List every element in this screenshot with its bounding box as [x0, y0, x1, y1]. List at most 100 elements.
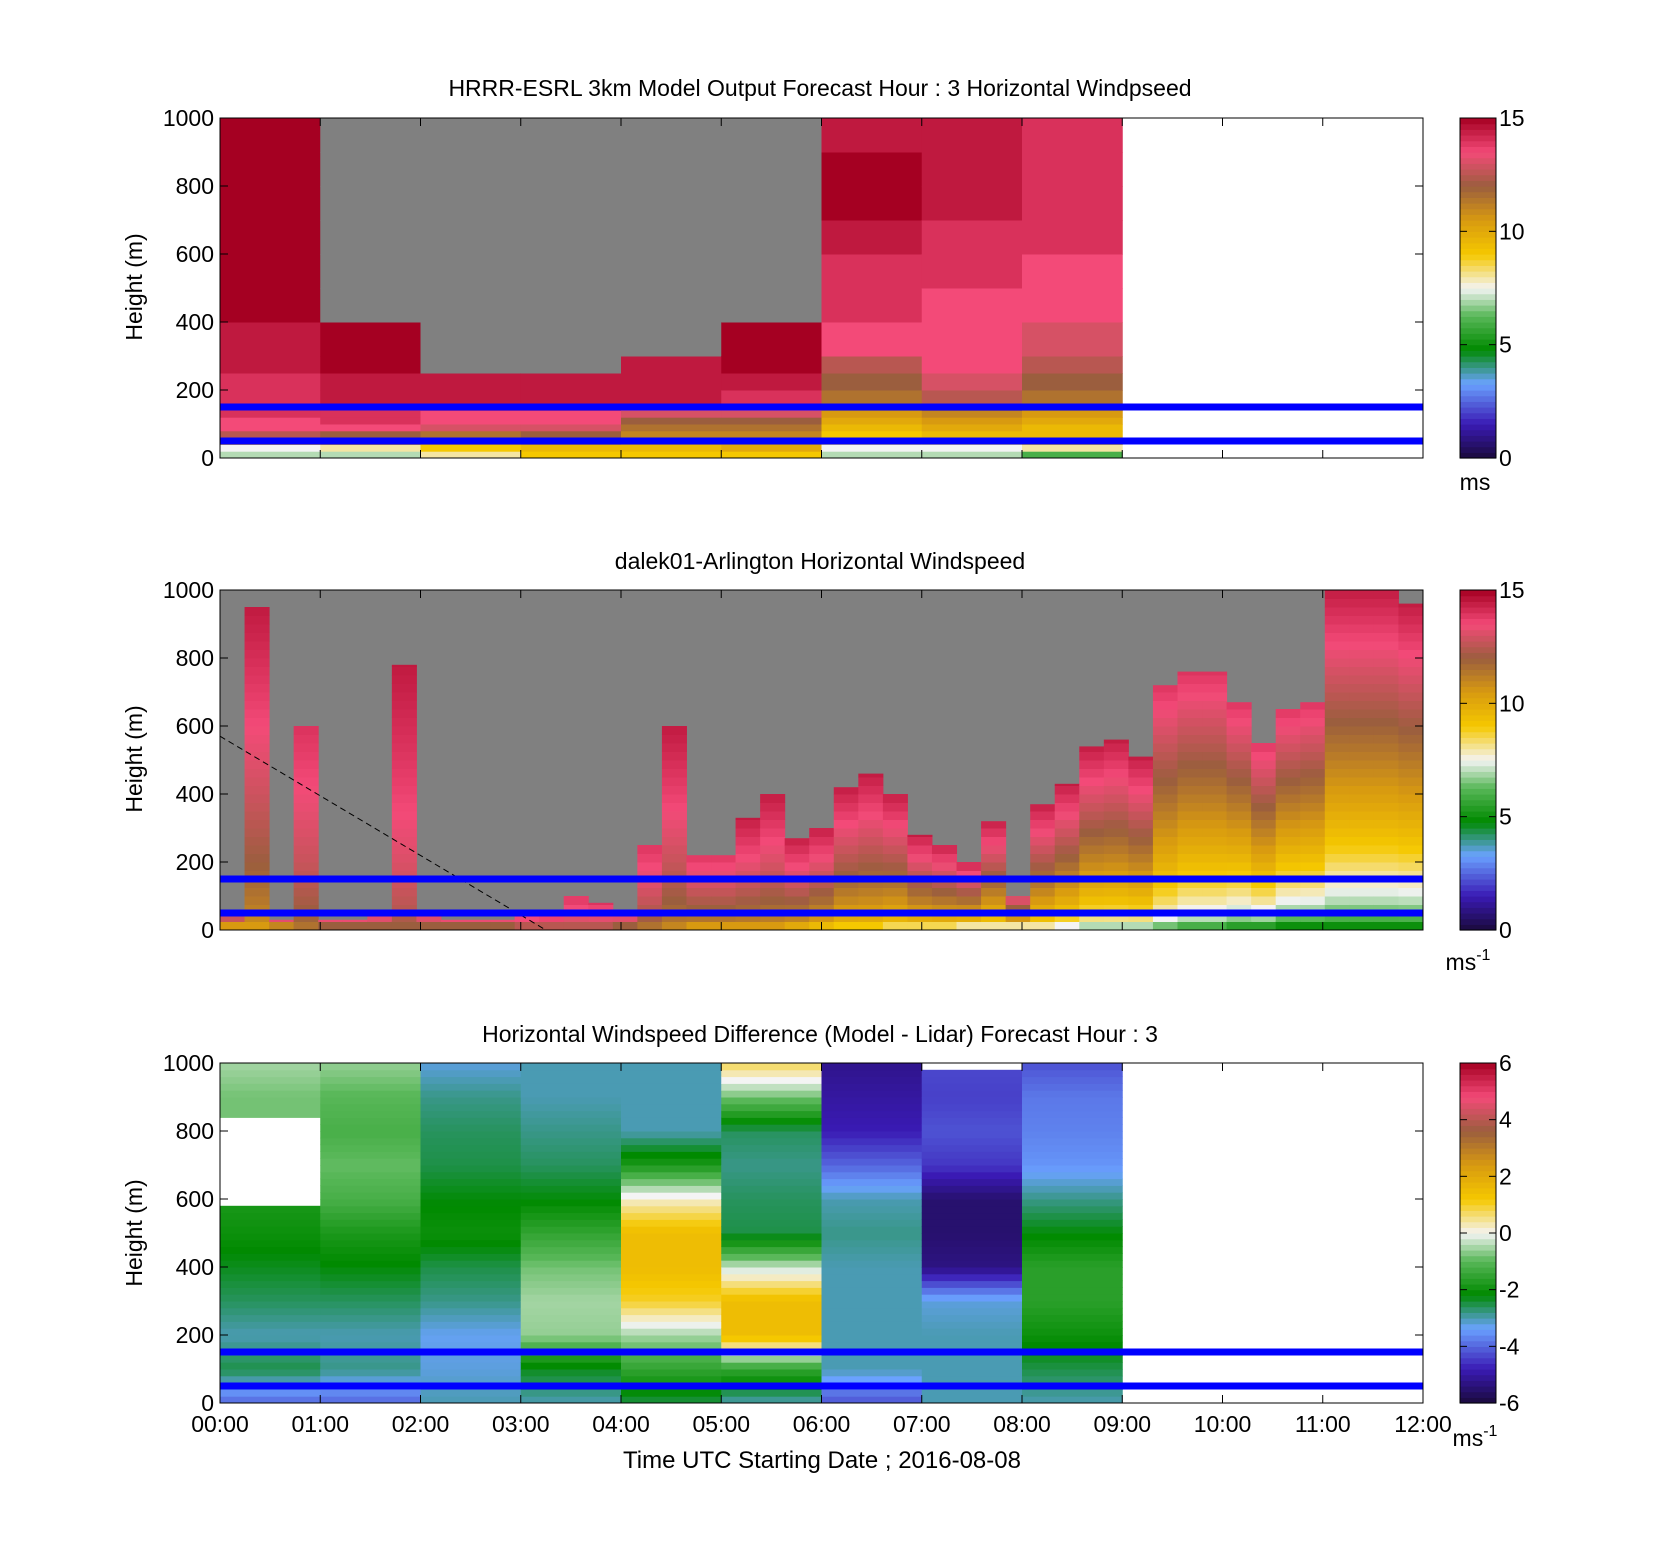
colorbar-swatch — [1460, 1097, 1496, 1104]
heatmap-cell — [1324, 692, 1350, 701]
heatmap-cell — [661, 819, 687, 829]
heatmap-cell — [1373, 896, 1399, 905]
heatmap-cell — [520, 410, 622, 418]
colorbar-swatch — [1460, 1267, 1496, 1274]
heatmap-cell — [1324, 675, 1350, 684]
heatmap-cell — [760, 853, 786, 863]
heatmap-cell — [1177, 853, 1203, 863]
heatmap-cell — [821, 220, 923, 255]
x-tick-label: 00:00 — [191, 1411, 249, 1437]
heatmap-cell — [711, 887, 737, 897]
heatmap-cell — [1275, 913, 1301, 922]
heatmap-cell — [821, 1307, 923, 1316]
y-tick-label: 600 — [176, 1186, 214, 1212]
heatmap-cell — [1152, 734, 1178, 744]
heatmap-cell — [420, 1369, 522, 1377]
heatmap-cell — [1030, 862, 1056, 871]
heatmap-cell — [1373, 700, 1399, 710]
heatmap-cell — [821, 424, 923, 432]
heatmap-cell — [420, 1219, 522, 1227]
heatmap-cell — [721, 1171, 822, 1180]
heatmap-cell — [1398, 683, 1424, 693]
colorbar-swatch — [1460, 641, 1496, 648]
heatmap-cell — [1079, 828, 1105, 837]
heatmap-cell — [621, 1205, 722, 1214]
heatmap-cell — [1324, 768, 1350, 778]
heatmap-cell — [391, 768, 417, 778]
heatmap-cell — [1226, 777, 1252, 786]
heatmap-cell — [661, 811, 687, 820]
heatmap-cell — [391, 709, 417, 718]
heatmap-cell — [1349, 879, 1375, 888]
heatmap-cell — [1022, 1273, 1123, 1282]
heatmap-cell — [882, 828, 908, 837]
heatmap-cell — [882, 853, 908, 863]
colorbar-swatch — [1460, 429, 1496, 436]
colorbar-swatch — [1460, 310, 1496, 317]
heatmap-cell — [921, 1233, 1023, 1241]
heatmap-cell — [1398, 879, 1424, 888]
heatmap-cell — [1079, 760, 1105, 769]
heatmap-cell — [921, 1287, 1023, 1295]
heatmap-cell — [907, 870, 933, 880]
heatmap-cell — [1324, 590, 1350, 599]
heatmap-cell — [821, 152, 923, 187]
heatmap-cell — [1079, 887, 1105, 897]
heatmap-cell — [809, 836, 835, 846]
heatmap-cell — [244, 717, 270, 727]
heatmap-cell — [1398, 641, 1424, 650]
colorbar-swatch — [1460, 1391, 1496, 1398]
heatmap-cell — [1054, 921, 1080, 931]
heatmap-cell — [520, 1267, 622, 1275]
heatmap-cell — [821, 417, 923, 425]
heatmap-cell — [320, 1273, 421, 1282]
heatmap-cell — [621, 1165, 722, 1173]
heatmap-cell — [420, 356, 522, 374]
heatmap-cell — [1349, 590, 1375, 599]
heatmap-cell — [931, 913, 958, 922]
colorbar-swatch — [1460, 1063, 1496, 1070]
colorbar-swatch — [1460, 1295, 1496, 1302]
colorbar-swatch — [1460, 828, 1496, 835]
heatmap-cell — [1324, 853, 1350, 863]
heatmap-cell — [1177, 743, 1203, 752]
heatmap-cell — [821, 1110, 923, 1118]
heatmap-cell — [1398, 828, 1424, 837]
heatmap-cell — [1349, 624, 1375, 633]
heatmap-cell — [1324, 802, 1350, 812]
heatmap-cell — [882, 887, 908, 897]
heatmap-cell — [1226, 768, 1252, 778]
heatmap-cell — [320, 1280, 421, 1288]
heatmap-cell — [1152, 828, 1178, 837]
heatmap-cell — [520, 1124, 622, 1132]
heatmap-cell — [1349, 717, 1375, 727]
heatmap-cell — [1373, 649, 1399, 659]
heatmap-cell — [1349, 692, 1375, 701]
heatmap-cell — [420, 1355, 522, 1363]
heatmap-cell — [420, 1301, 522, 1309]
heatmap-cell — [1152, 921, 1178, 931]
heatmap-cell — [1022, 1165, 1123, 1173]
heatmap-cell — [244, 768, 270, 778]
heatmap-cell — [1226, 819, 1252, 829]
heatmap-cell — [520, 1389, 622, 1397]
heatmap-cell — [1349, 709, 1375, 718]
heatmap-cell — [320, 1239, 421, 1248]
heatmap-cell — [1022, 220, 1123, 255]
heatmap-cell — [320, 430, 421, 439]
heatmap-cell — [1300, 760, 1326, 769]
heatmap-cell — [921, 1185, 1023, 1193]
heatmap-cell — [420, 1233, 522, 1241]
heatmap-cell — [833, 811, 859, 820]
heatmap-cell — [391, 853, 417, 863]
heatmap-cell — [1103, 802, 1129, 812]
heatmap-cell — [1275, 870, 1301, 880]
heatmap-cell — [220, 1083, 321, 1091]
heatmap-cell — [1349, 632, 1375, 642]
heatmap-cell — [637, 870, 663, 880]
heatmap-cell — [921, 390, 1023, 405]
heatmap-cell — [244, 802, 270, 812]
heatmap-cell — [244, 811, 270, 820]
heatmap-cell — [520, 1239, 622, 1248]
heatmap-cell — [420, 1110, 522, 1118]
